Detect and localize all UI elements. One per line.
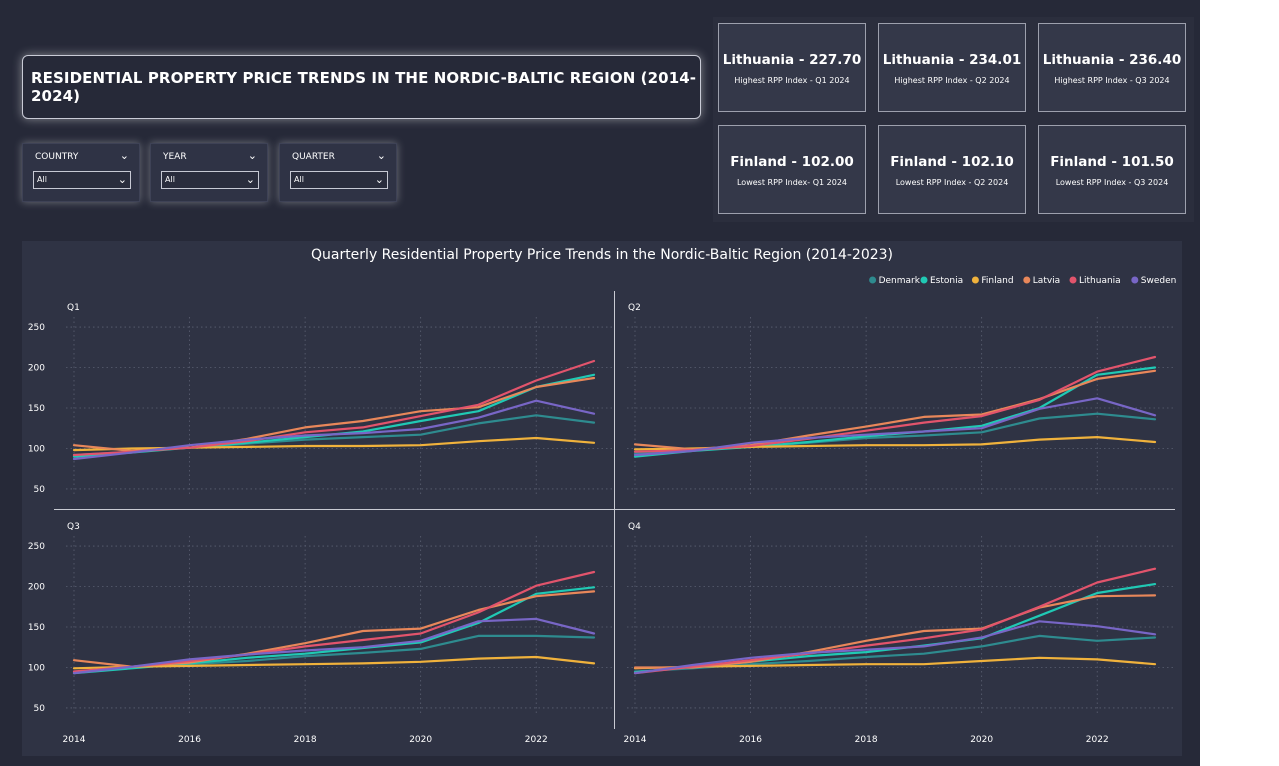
page-title: RESIDENTIAL PROPERTY PRICE TRENDS IN THE… [22, 55, 701, 119]
y-tick-label: 100 [28, 444, 45, 454]
country-slicer-label: COUNTRY [35, 152, 79, 162]
legend-label: Latvia [1033, 276, 1060, 286]
y-tick-label: 150 [28, 404, 45, 414]
chevron-down-icon[interactable]: ⌄ [117, 173, 127, 186]
kpi-label: Highest RPP Index - Q2 2024 [894, 76, 1010, 85]
chart-title: Quarterly Residential Property Price Tre… [311, 247, 893, 263]
kpi-card-highest-q2: Lithuania - 234.01 Highest RPP Index - Q… [878, 23, 1026, 112]
y-tick-label: 50 [34, 485, 46, 495]
year-slicer[interactable]: YEAR ⌄ All ⌄ [150, 143, 268, 202]
year-dropdown[interactable]: All ⌄ [161, 171, 259, 189]
kpi-value: Finland - 102.00 [730, 154, 854, 170]
year-slicer-label: YEAR [163, 152, 187, 162]
country-dropdown-value: All [37, 175, 47, 184]
x-tick-label: 2016 [178, 735, 201, 745]
chevron-down-icon[interactable]: ⌄ [119, 149, 129, 162]
y-tick-label: 250 [28, 542, 45, 552]
panel-label-q3: Q3 [67, 522, 80, 532]
kpi-value: Lithuania - 227.70 [722, 52, 862, 68]
legend-marker [1069, 276, 1077, 284]
quarter-dropdown[interactable]: All ⌄ [290, 171, 388, 189]
legend-marker [869, 276, 877, 284]
kpi-label: Lowest RPP Index- Q1 2024 [736, 178, 847, 187]
legend-label: Sweden [1141, 276, 1177, 286]
series-line-lithuania [633, 567, 1157, 675]
country-dropdown[interactable]: All ⌄ [33, 171, 131, 189]
x-tick-label: 2016 [739, 735, 762, 745]
kpi-card-lowest-q2: Finland - 102.10 Lowest RPP Index - Q2 2… [878, 125, 1026, 214]
series-line-sweden [72, 399, 596, 461]
panel-label-q1: Q1 [67, 303, 80, 313]
legend-label: Lithuania [1079, 276, 1121, 286]
kpi-panel: Lithuania - 227.70 Highest RPP Index - Q… [713, 17, 1194, 222]
legend-label: Estonia [930, 276, 963, 286]
kpi-value: Lithuania - 234.01 [882, 52, 1022, 68]
x-tick-label: 2018 [294, 735, 317, 745]
legend-marker [920, 276, 928, 284]
y-tick-label: 250 [28, 323, 45, 333]
kpi-card-highest-q3: Lithuania - 236.40 Highest RPP Index - Q… [1038, 23, 1186, 112]
y-tick-label: 200 [28, 583, 45, 593]
chevron-down-icon[interactable]: ⌄ [374, 173, 384, 186]
x-tick-label: 2014 [63, 735, 86, 745]
kpi-label: Highest RPP Index - Q3 2024 [1054, 76, 1170, 85]
series-line-finland [633, 656, 1157, 670]
kpi-card-lowest-q3: Finland - 101.50 Lowest RPP Index - Q3 2… [1038, 125, 1186, 214]
legend-marker [971, 276, 979, 284]
chevron-down-icon[interactable]: ⌄ [376, 149, 386, 162]
kpi-value: Lithuania - 236.40 [1042, 52, 1182, 68]
quarter-dropdown-value: All [294, 175, 304, 184]
kpi-value: Finland - 102.10 [890, 154, 1014, 170]
country-slicer[interactable]: COUNTRY ⌄ All ⌄ [22, 143, 140, 202]
kpi-card-highest-q1: Lithuania - 227.70 Highest RPP Index - Q… [718, 23, 866, 112]
series-line-sweden [72, 617, 596, 675]
series-line-sweden [633, 397, 1157, 457]
x-tick-label: 2018 [855, 735, 878, 745]
line-chart: Quarterly Residential Property Price Tre… [28, 247, 1177, 745]
series-line-lithuania [633, 355, 1157, 453]
x-tick-label: 2020 [970, 735, 993, 745]
kpi-label: Highest RPP Index - Q1 2024 [734, 76, 850, 85]
chevron-down-icon[interactable]: ⌄ [245, 173, 255, 186]
panel-label-q4: Q4 [628, 522, 641, 532]
panel-label-q2: Q2 [628, 303, 641, 313]
legend-marker [1023, 276, 1031, 284]
dashboard-background: RESIDENTIAL PROPERTY PRICE TRENDS IN THE… [0, 0, 1200, 766]
quarter-slicer[interactable]: QUARTER ⌄ All ⌄ [279, 143, 397, 202]
y-tick-label: 150 [28, 623, 45, 633]
legend-label: Denmark [879, 276, 921, 286]
series-line-sweden [633, 620, 1157, 675]
legend-marker [1131, 276, 1139, 284]
y-tick-label: 200 [28, 364, 45, 374]
chevron-down-icon[interactable]: ⌄ [247, 149, 257, 162]
legend-label: Finland [981, 276, 1013, 286]
series-line-estonia [72, 373, 596, 458]
kpi-card-lowest-q1: Finland - 102.00 Lowest RPP Index- Q1 20… [718, 125, 866, 214]
y-tick-label: 100 [28, 663, 45, 673]
page-title-text: RESIDENTIAL PROPERTY PRICE TRENDS IN THE… [31, 69, 697, 105]
kpi-value: Finland - 101.50 [1050, 154, 1174, 170]
y-tick-label: 50 [34, 704, 46, 714]
series-line-latvia [633, 594, 1157, 669]
chart-panel: Quarterly Residential Property Price Tre… [22, 241, 1182, 756]
x-tick-label: 2022 [1086, 735, 1109, 745]
x-tick-label: 2020 [409, 735, 432, 745]
series-line-finland [72, 655, 596, 670]
year-dropdown-value: All [165, 175, 175, 184]
kpi-label: Lowest RPP Index - Q2 2024 [895, 178, 1009, 187]
x-tick-label: 2022 [525, 735, 548, 745]
x-tick-label: 2014 [624, 735, 647, 745]
kpi-label: Lowest RPP Index - Q3 2024 [1055, 178, 1169, 187]
quarter-slicer-label: QUARTER [292, 152, 335, 162]
